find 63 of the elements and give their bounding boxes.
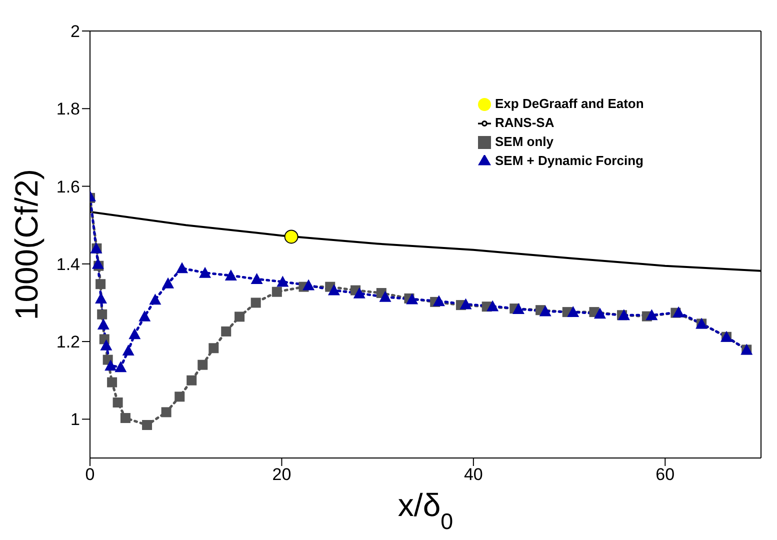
point xyxy=(112,397,123,408)
point xyxy=(174,392,185,402)
point xyxy=(128,328,141,340)
point xyxy=(97,309,108,320)
point xyxy=(95,292,108,304)
x-tick-label: 60 xyxy=(656,465,675,484)
point xyxy=(122,344,134,356)
point xyxy=(97,318,110,330)
point xyxy=(250,298,261,308)
point xyxy=(276,276,289,287)
point xyxy=(328,284,340,296)
y-axis-title: 1000(Cf/2) xyxy=(8,168,44,320)
point xyxy=(199,266,212,278)
x-tick-label: 20 xyxy=(272,465,292,484)
point xyxy=(272,286,282,297)
point xyxy=(224,270,237,281)
point xyxy=(432,295,445,306)
point xyxy=(284,230,298,244)
point xyxy=(379,290,392,302)
legend-label: SEM only xyxy=(495,134,554,149)
y-tick-label: 1.4 xyxy=(56,254,80,274)
point xyxy=(646,309,658,320)
x-tick-label: 40 xyxy=(464,465,483,484)
point xyxy=(161,407,172,418)
y-tick-label: 1.8 xyxy=(56,100,80,119)
point xyxy=(142,420,152,430)
point xyxy=(250,273,263,284)
point xyxy=(149,294,162,305)
point xyxy=(162,277,174,288)
point xyxy=(96,279,106,290)
point xyxy=(198,360,208,370)
y-tick-label: 1.6 xyxy=(56,177,80,196)
x-axis-title: x/δ$_{0}$ xyxy=(398,487,454,534)
point xyxy=(486,300,499,312)
point xyxy=(672,306,685,318)
y-tick-label: 2 xyxy=(70,22,80,42)
legend-label: SEM + Dynamic Forcing xyxy=(495,153,644,168)
legend-label: Exp DeGraaff and Eaton xyxy=(495,96,644,111)
point xyxy=(618,309,630,320)
point xyxy=(539,305,552,316)
point xyxy=(460,298,472,310)
point xyxy=(186,375,197,386)
point xyxy=(92,258,104,269)
point xyxy=(302,279,315,290)
point xyxy=(353,287,366,298)
point xyxy=(512,302,524,314)
y-tick-label: 1.2 xyxy=(56,332,80,352)
point xyxy=(114,361,127,372)
x-tick-label: 0 xyxy=(85,465,95,484)
point xyxy=(100,339,112,350)
point xyxy=(104,360,117,371)
point xyxy=(107,377,118,388)
point xyxy=(567,306,580,318)
point xyxy=(234,312,245,322)
y-tick-label: 1 xyxy=(70,410,80,430)
legend-label: RANS-SA xyxy=(495,115,554,130)
point xyxy=(176,262,188,274)
point xyxy=(406,293,418,304)
point xyxy=(208,343,219,354)
point xyxy=(120,413,130,424)
point xyxy=(594,308,606,319)
point xyxy=(221,326,232,336)
point xyxy=(138,310,151,322)
